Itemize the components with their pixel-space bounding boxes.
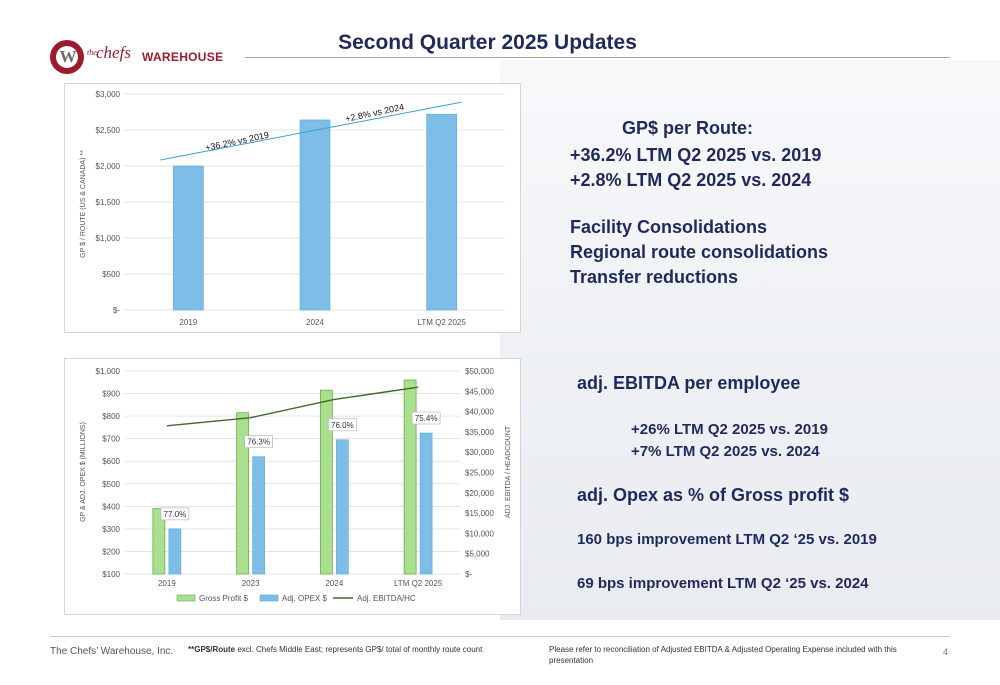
y-tick-label: $900 <box>102 390 120 399</box>
footer-company: The Chefs’ Warehouse, Inc. <box>50 646 174 657</box>
bar-adj-opex <box>168 528 182 575</box>
gp-panel-item2: Regional route consolidations <box>570 242 829 262</box>
y2-tick-label: $30,000 <box>465 448 494 457</box>
legend-label-gross-profit: Gross Profit $ <box>199 594 248 603</box>
data-label-box <box>411 411 441 425</box>
y-tick-label: $400 <box>102 502 120 511</box>
x-tick-label: LTM Q2 2025 <box>394 579 443 588</box>
data-label-box <box>160 507 190 521</box>
legend-label-adj-opex: Adj. OPEX $ <box>282 594 327 603</box>
bar-adj-opex <box>419 432 433 575</box>
footer-note: **GP$/Route excl. Chefs Middle East; rep… <box>188 645 482 654</box>
y-tick-label: $2,500 <box>96 126 121 135</box>
y2-tick-label: $25,000 <box>465 469 494 478</box>
bar-gross-profit <box>152 508 166 575</box>
y-tick-label: $700 <box>102 435 120 444</box>
y-axis-label: GP & ADJ. OPEX $ (MILLIONS) <box>80 422 87 522</box>
y-tick-label: $3,000 <box>96 90 121 99</box>
ebitda-panel-line2: +7% LTM Q2 2025 vs. 2024 <box>631 443 820 460</box>
x-tick-label: 2019 <box>179 318 197 327</box>
annotation-vs-2019: +36.2% vs 2019 <box>204 130 269 153</box>
y-tick-label: $1,000 <box>96 367 121 376</box>
y-tick-label: $2,000 <box>96 162 121 171</box>
data-label-opex-pct: 76.3% <box>247 438 270 447</box>
bar-gross-profit <box>319 389 333 575</box>
y2-tick-label: $15,000 <box>465 509 494 518</box>
y-tick-label: $800 <box>102 412 120 421</box>
data-label-opex-pct: 76.0% <box>331 421 354 430</box>
page-title: Second Quarter 2025 Updates <box>338 31 637 54</box>
y-tick-label: $100 <box>102 570 120 579</box>
line-adj-ebitda-hc <box>166 386 419 427</box>
y-tick-label: $- <box>113 306 120 315</box>
gp-per-route-chart: $- $500 $1,000 $1,500 $2,000 $2,500 $3,000 2019… <box>64 83 521 333</box>
y-axis-label: GP $ / ROUTE (US & CANADA) ** <box>80 150 87 258</box>
bar <box>426 113 457 311</box>
gp-opex-ebitda-chart-svg: $100 $200 $300 $400 $500 $600 $700 $800 $900 $1,0… <box>80 367 512 603</box>
y-tick-label: $500 <box>102 270 120 279</box>
y2-tick-label: $20,000 <box>465 489 494 498</box>
x-tick-label: 2024 <box>306 318 324 327</box>
y2-tick-label: $40,000 <box>465 408 494 417</box>
x-tick-label: 2024 <box>325 579 343 588</box>
logo-name: chefs <box>96 43 131 62</box>
y2-tick-label: $50,000 <box>465 367 494 376</box>
legend-swatch-gross-profit <box>176 594 196 602</box>
bar-gross-profit <box>403 379 417 575</box>
y-tick-label: $500 <box>102 480 120 489</box>
x-tick-label: 2019 <box>158 579 176 588</box>
x-tick-label: 2023 <box>242 579 260 588</box>
bar <box>299 119 331 311</box>
y-tick-label: $600 <box>102 457 120 466</box>
gp-panel-item3: Transfer reductions <box>570 267 739 287</box>
logo-mark <box>50 40 84 74</box>
y2-tick-label: $10,000 <box>465 529 494 538</box>
logo-prefix: the <box>87 48 97 57</box>
logo-suffix: WAREHOUSE <box>142 50 224 64</box>
ebitda-panel-title: adj. EBITDA per employee <box>577 373 801 393</box>
legend-swatch-adj-opex <box>259 594 279 602</box>
ebitda-panel-line1: +26% LTM Q2 2025 vs. 2019 <box>631 421 828 438</box>
data-label-box <box>244 435 273 449</box>
trend-line <box>160 101 462 161</box>
gp-opex-ebitda-chart: $100 $200 $300 $400 $500 $600 $700 $800 $900 $1,0… <box>64 358 521 615</box>
opex-panel-line2: 69 bps improvement LTM Q2 ‘25 vs. 2024 <box>577 575 869 592</box>
bar-adj-opex <box>336 439 349 575</box>
gp-panel-line2: +2.8% LTM Q2 2025 vs. 2024 <box>570 170 812 190</box>
footer-reconciliation: Please refer to reconciliation of Adjust… <box>549 645 897 665</box>
opex-panel-line1: 160 bps improvement LTM Q2 ‘25 vs. 2019 <box>577 531 877 548</box>
gp-panel-item1: Facility Consolidations <box>570 217 768 237</box>
legend-label-ebitda: Adj. EBITDA/HC <box>357 594 416 603</box>
data-label-opex-pct: 77.0% <box>164 510 187 519</box>
y2-tick-label: $5,000 <box>465 550 490 559</box>
opex-panel-title: adj. Opex as % of Gross profit $ <box>577 485 850 505</box>
bar-gross-profit <box>236 412 250 575</box>
company-logo: W the chefs WAREHOUSE <box>50 40 225 76</box>
y-tick-label: $200 <box>102 547 120 556</box>
y-tick-label: $1,000 <box>96 234 121 243</box>
footer-note-label: **GP$/Route <box>188 645 236 654</box>
y2-tick-label: $45,000 <box>465 387 494 396</box>
data-label-opex-pct: 75.4% <box>415 414 438 423</box>
gp-panel-line1: +36.2% LTM Q2 2025 vs. 2019 <box>570 145 822 165</box>
footer-divider <box>50 636 950 637</box>
bar-adj-opex <box>252 456 265 575</box>
title-divider <box>245 57 950 58</box>
y2-tick-label: $- <box>465 570 472 579</box>
footer-note-text: excl. Chefs Middle East; represents GP$/… <box>235 645 483 654</box>
gp-panel-title: GP$ per Route: <box>622 118 754 138</box>
background-photo <box>500 60 1000 620</box>
data-label-box <box>328 418 357 432</box>
logo-mark-letter: W <box>59 47 77 66</box>
page-number: 4 <box>943 647 949 657</box>
bar <box>173 165 204 311</box>
y-tick-label: $1,500 <box>96 198 121 207</box>
y2-axis-label: ADJ. EBITDA / HEADCOUNT <box>505 425 512 518</box>
y2-tick-label: $35,000 <box>465 428 494 437</box>
annotation-vs-2024: +2.8% vs 2024 <box>344 102 405 124</box>
x-tick-label: LTM Q2 2025 <box>418 318 467 327</box>
y-tick-label: $300 <box>102 525 120 534</box>
gp-per-route-chart-svg: $- $500 $1,000 $1,500 $2,000 $2,500 $3,000 2019… <box>80 90 505 327</box>
